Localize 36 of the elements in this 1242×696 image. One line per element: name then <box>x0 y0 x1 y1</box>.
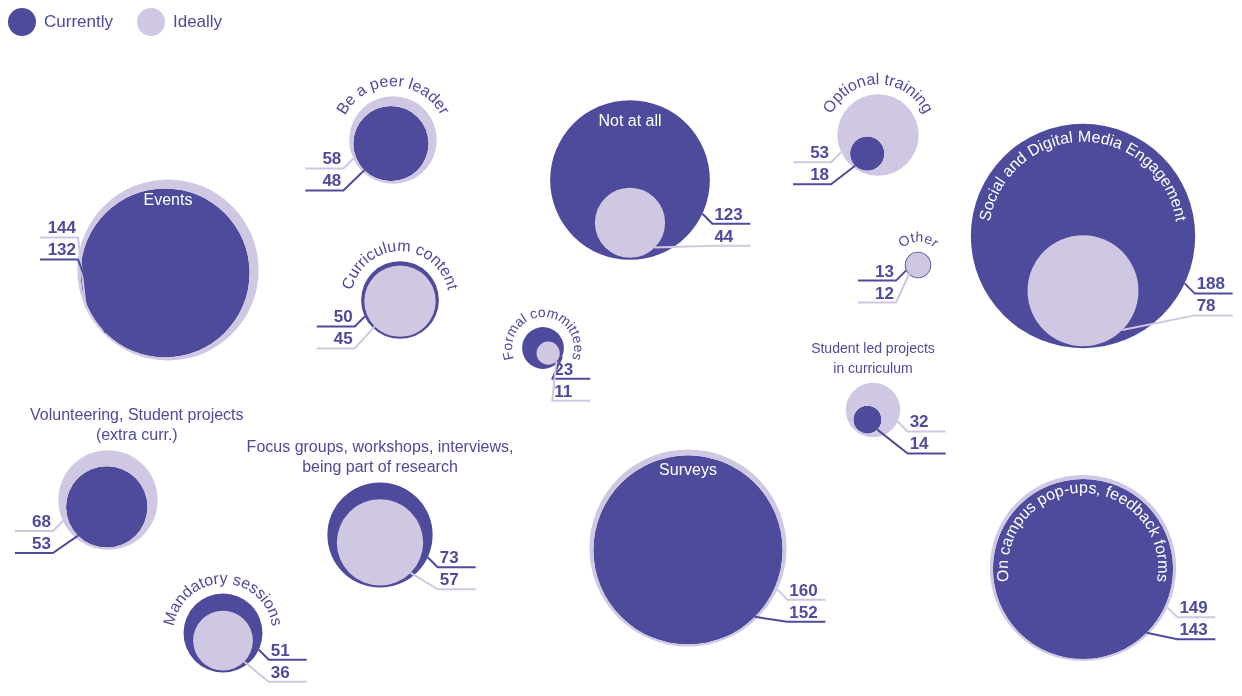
data-label: 68 <box>32 512 51 532</box>
data-label: 48 <box>322 171 342 191</box>
data-label: 57 <box>439 570 459 590</box>
legend-label: Currently <box>44 12 113 32</box>
data-label: 45 <box>333 329 353 349</box>
data-label: 32 <box>909 412 929 432</box>
data-label: 50 <box>333 307 353 327</box>
data-label: 18 <box>810 165 830 185</box>
data-label: 51 <box>270 640 290 660</box>
data-label: 44 <box>714 226 734 246</box>
category-label: Volunteering, Student projects (extra curr.) <box>30 406 244 444</box>
data-label: 14 <box>909 434 930 454</box>
category-label: Surveys <box>659 461 717 479</box>
data-label: 123 <box>714 204 743 224</box>
data-label: 58 <box>322 149 342 169</box>
data-label: 144 <box>47 218 77 238</box>
category-label: Other <box>895 228 943 251</box>
data-label: 149 <box>1179 598 1208 618</box>
data-label: 160 <box>789 580 818 600</box>
category-label: Events <box>143 191 193 209</box>
category-label: Student led projects in curriculum <box>811 339 935 376</box>
data-label: 53 <box>810 143 830 163</box>
data-label: 132 <box>47 240 76 260</box>
data-label: 152 <box>789 602 818 622</box>
data-label: 73 <box>439 548 459 568</box>
data-label: 11 <box>554 381 573 401</box>
legend-label: Ideally <box>172 12 223 32</box>
data-label: 143 <box>1179 620 1208 640</box>
category-label: Focus groups, workshops, interviews, being part of research <box>246 438 514 476</box>
data-label: 53 <box>32 534 51 554</box>
data-label: 12 <box>875 283 895 303</box>
data-label: 13 <box>875 261 895 281</box>
data-label: 188 <box>1196 274 1226 294</box>
category-label: Not at all <box>598 112 662 130</box>
data-label: 36 <box>270 662 290 682</box>
data-label: 78 <box>1196 296 1216 316</box>
